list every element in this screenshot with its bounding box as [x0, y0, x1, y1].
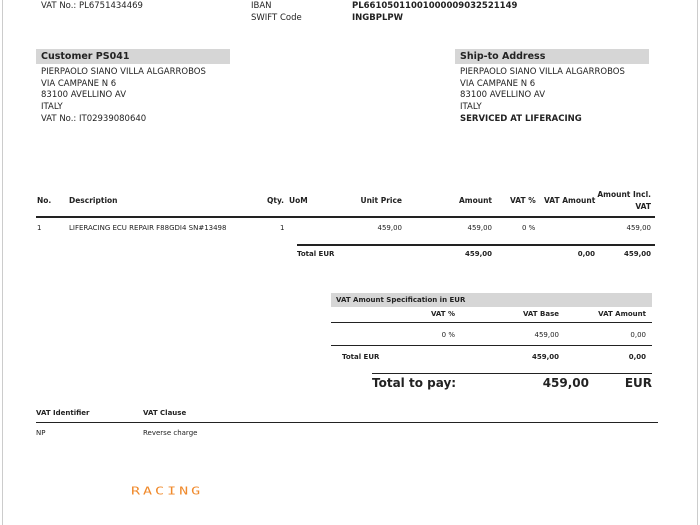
vat-clause-value: Reverse charge — [143, 429, 198, 437]
vat-spec-row-pct: 0 % — [441, 331, 455, 339]
row-amount-incl: 459,00 — [626, 224, 652, 232]
vat-spec-col-base: VAT Base — [522, 310, 559, 318]
col-qty: Qty. — [267, 196, 285, 205]
swift-label: SWIFT Code — [251, 13, 302, 23]
customer-line: 83100 AVELLINO AV — [41, 90, 127, 100]
ship-to-line: ITALY — [460, 102, 482, 112]
col-amount: Amount — [458, 196, 492, 205]
customer-title: Customer PS041 — [41, 51, 130, 62]
iban-label: IBAN — [251, 1, 272, 11]
row-amount: 459,00 — [467, 224, 493, 232]
vat-spec-row-base: 459,00 — [534, 331, 560, 339]
col-unit-price: Unit Price — [360, 196, 403, 205]
vat-spec-col-pct: VAT % — [430, 310, 455, 318]
vat-identifier-header: VAT Identifier — [36, 409, 90, 417]
vat-spec-title: VAT Amount Specification in EUR — [336, 296, 466, 304]
total-label: Total EUR — [297, 250, 335, 258]
total-vat-amount: 0,00 — [577, 250, 595, 258]
total-to-pay-divider — [372, 373, 652, 374]
vat-identifier-value: NP — [36, 429, 46, 437]
vat-spec-total-divider — [331, 345, 652, 346]
vat-spec-row-amount: 0,00 — [630, 331, 646, 339]
col-amount-incl: Amount Incl. — [597, 190, 651, 199]
ship-to-line: 83100 AVELLINO AV — [460, 90, 546, 100]
customer-line: PIERPAOLO SIANO VILLA ALGARROBOS — [41, 67, 206, 77]
vat-spec-divider — [331, 322, 652, 323]
company-vat-no: VAT No.: PL6751434469 — [41, 1, 143, 11]
ship-to-title: Ship-to Address — [460, 51, 546, 62]
ship-to-note: SERVICED AT LIFERACING — [460, 114, 582, 124]
total-to-pay-amount: 459,00 — [542, 376, 589, 390]
ship-to-header-bg — [455, 49, 649, 64]
row-unit-price: 459,00 — [377, 224, 403, 232]
row-description: LIFERACING ECU REPAIR F88GDI4 SN#13498 — [69, 224, 227, 232]
total-amount-incl: 459,00 — [623, 250, 651, 258]
col-uom: UoM — [289, 196, 308, 205]
vat-clause-divider — [36, 422, 658, 423]
col-vat-amount: VAT Amount — [544, 196, 596, 205]
vat-spec-col-amount: VAT Amount — [598, 310, 646, 318]
col-vat-pct: VAT % — [510, 196, 536, 205]
total-to-pay-currency: EUR — [624, 376, 652, 390]
row-qty: 1 — [280, 224, 285, 232]
row-no: 1 — [37, 224, 42, 232]
racing-logo: RACING — [131, 484, 204, 498]
vat-spec-total-amount: 0,00 — [628, 353, 646, 361]
customer-header-bg — [36, 49, 230, 64]
total-divider — [297, 244, 655, 246]
customer-line: VIA CAMPANE N 6 — [41, 79, 117, 89]
customer-vat: VAT No.: IT02939080640 — [41, 114, 147, 124]
customer-line: ITALY — [41, 102, 63, 112]
col-amount-incl-2: VAT — [635, 202, 651, 211]
iban-value: PL66105011001000009032521149 — [352, 1, 518, 11]
vat-spec-total-label: Total EUR — [342, 353, 380, 361]
total-amount: 459,00 — [464, 250, 492, 258]
vat-spec-header-bg — [331, 293, 652, 307]
ship-to-line: VIA CAMPANE N 6 — [460, 79, 536, 89]
vat-spec-total-base: 459,00 — [531, 353, 559, 361]
col-description: Description — [69, 196, 118, 205]
ship-to-line: PIERPAOLO SIANO VILLA ALGARROBOS — [460, 67, 625, 77]
vat-clause-header: VAT Clause — [143, 409, 187, 417]
swift-value: INGBPLPW — [352, 13, 403, 23]
col-no: No. — [37, 196, 52, 205]
row-vat-pct: 0 % — [522, 224, 536, 232]
total-to-pay-label: Total to pay: — [372, 376, 457, 390]
header-divider — [36, 216, 655, 218]
